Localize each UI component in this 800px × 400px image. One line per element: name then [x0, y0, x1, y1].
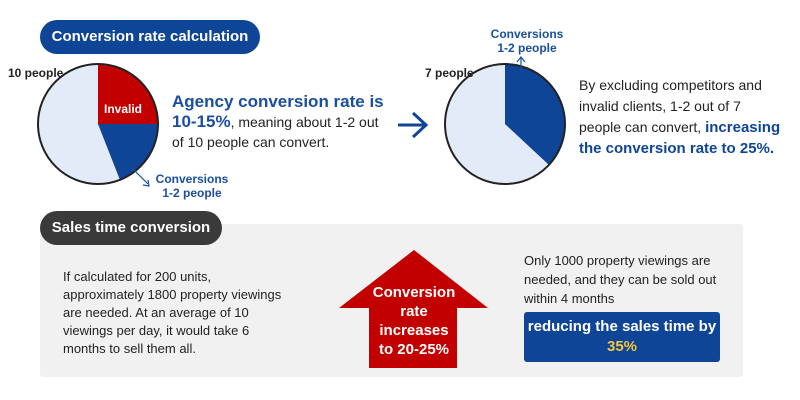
sales-after-text: Only 1000 property viewings are needed, …: [524, 253, 717, 306]
agency-rate-text: Agency conversion rate is 10-15%, meanin…: [172, 92, 384, 150]
pie2-leader-arrow: [516, 56, 526, 70]
section-title-conversion: Conversion rate calculation: [40, 20, 260, 54]
right-arrow-icon: [398, 111, 429, 139]
pie2-outline: [444, 63, 566, 185]
pie-chart-10-people: [37, 63, 159, 185]
section-title-sales-time: Sales time conversion: [40, 211, 222, 245]
pie2-people-label: 7 people: [425, 66, 474, 80]
pie1-slice-conversions: [98, 124, 159, 180]
result-box: reducing the sales time by 35%: [524, 312, 720, 362]
pie-chart-7-people: [444, 63, 566, 185]
pie2-slice-conversions: [505, 63, 566, 165]
pie1-leader-arrow: [131, 167, 150, 187]
sales-before-text: If calculated for 200 units, approximate…: [63, 269, 282, 356]
pie1-conversions-label: Conversions 1-2 people: [155, 172, 229, 200]
excluding-text: By excluding competitors and invalid cli…: [579, 77, 781, 157]
up-arrow-text: Conversion rate increases to 20-25%: [372, 284, 456, 358]
pie1-slice-invalid: [98, 64, 158, 124]
pie1-people-label: 10 people: [8, 66, 64, 80]
pie1-invalid-label: Invalid: [104, 102, 143, 116]
pie2-conversions-label: Conversions 1-2 people: [490, 27, 564, 55]
pie1-outline: [37, 63, 159, 185]
